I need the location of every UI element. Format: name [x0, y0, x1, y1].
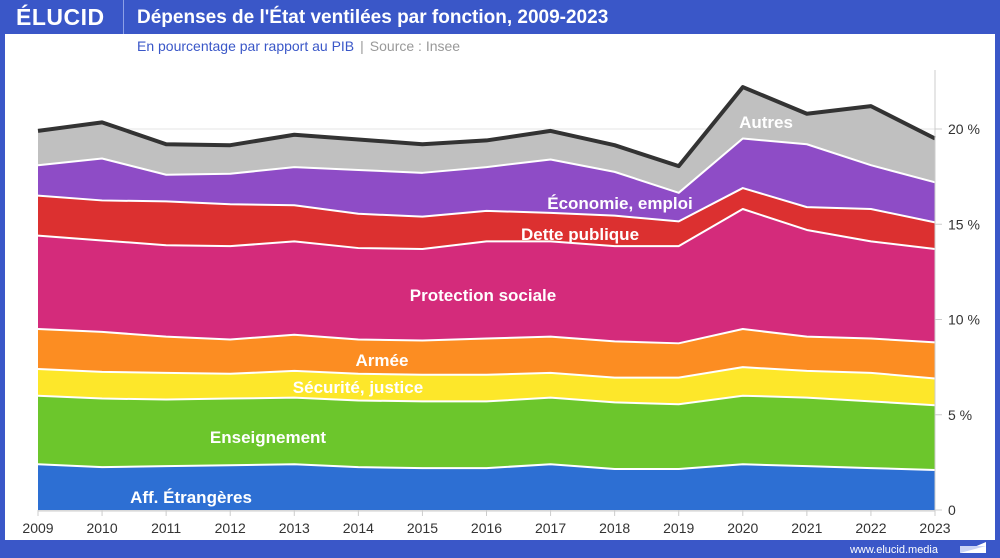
y-tick-label: 0 [948, 502, 956, 518]
series-boundary-line [37, 137, 936, 194]
x-tick-label: 2023 [919, 520, 950, 536]
y-tick-label: 15 % [948, 216, 980, 232]
series-boundary-line [37, 187, 936, 224]
chart-title: Dépenses de l'État ventilées par fonctio… [137, 7, 609, 28]
source-text: Source : Insee [369, 38, 461, 54]
y-tick-label: 10 % [948, 312, 980, 328]
series-boundary-line [37, 208, 936, 251]
x-tick-label: 2013 [279, 520, 310, 536]
x-tick-label: 2014 [343, 520, 374, 536]
x-tick-label: 2015 [407, 520, 438, 536]
area-aff-étrangères [38, 464, 935, 510]
area-armée [38, 329, 935, 379]
series-label: Économie, emploi [547, 194, 692, 213]
series-label: Sécurité, justice [293, 378, 423, 397]
series-label: Protection sociale [410, 286, 556, 305]
x-tick-label: 2019 [663, 520, 694, 536]
x-tick-label: 2009 [22, 520, 53, 536]
subtitle-separator: | [360, 38, 364, 54]
logo: ÉLUCID [16, 4, 105, 30]
x-tick-label: 2022 [855, 520, 886, 536]
series-boundary-line [37, 328, 936, 345]
x-tick-label: 2010 [86, 520, 117, 536]
area-sécurité-justice [38, 367, 935, 406]
series-label: Enseignement [210, 428, 327, 447]
logo-flag-icon [960, 542, 986, 553]
series-boundary-line [37, 463, 936, 471]
series-boundary-line [37, 366, 936, 380]
area-dette-publique [38, 188, 935, 250]
header-bar: ÉLUCID Dépenses de l'État ventilées par … [0, 0, 1000, 34]
area-enseignement [38, 395, 935, 470]
series-boundary-line [37, 394, 936, 407]
x-tick-label: 2017 [535, 520, 566, 536]
y-tick-label: 5 % [948, 407, 972, 423]
x-tick-label: 2018 [599, 520, 630, 536]
series-label: Armée [356, 351, 409, 370]
x-tick-label: 2021 [791, 520, 822, 536]
divider [123, 0, 124, 34]
area-économie-emploi [38, 138, 935, 223]
series-label: Aff. Étrangères [130, 488, 252, 507]
x-tick-label: 2016 [471, 520, 502, 536]
y-tick-label: 20 % [948, 121, 980, 137]
total-line [37, 85, 936, 169]
series-label: Autres [739, 113, 793, 132]
x-tick-label: 2011 [151, 520, 181, 536]
subtitle-text: En pourcentage par rapport au PIB [137, 38, 355, 54]
x-tick-label: 2020 [727, 520, 758, 536]
chart-subtitle: En pourcentage par rapport au PIB | Source… [137, 38, 460, 54]
x-tick-label: 2012 [215, 520, 246, 536]
footer-url[interactable]: www.elucid.media [849, 544, 938, 556]
series-label: Dette publique [521, 225, 639, 244]
area-autres [38, 87, 935, 193]
area-protection-sociale [38, 209, 935, 344]
